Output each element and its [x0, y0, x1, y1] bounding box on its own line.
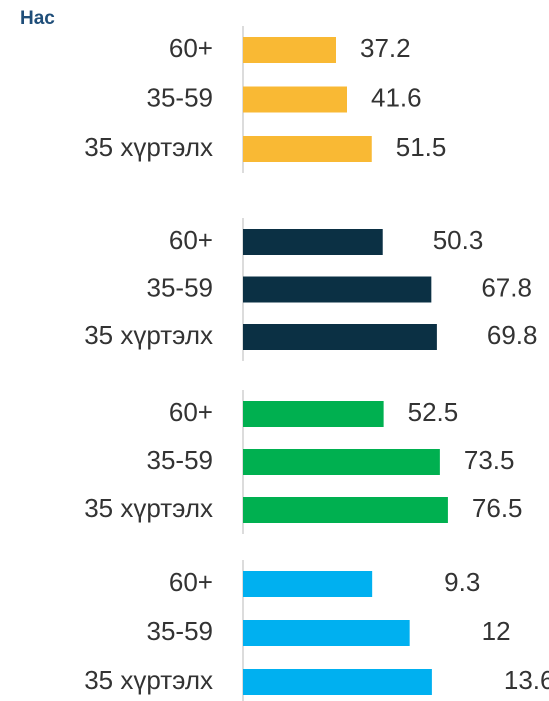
category-label: 35 хүртэлх — [84, 320, 213, 350]
bar — [243, 401, 384, 427]
value-label: 76.5 — [472, 493, 523, 523]
category-label: 35-59 — [147, 272, 214, 302]
category-label: 35 хүртэлх — [84, 665, 213, 695]
bar — [243, 276, 432, 303]
bar — [243, 37, 336, 63]
value-label: 13.6 — [504, 665, 549, 695]
category-label: 60+ — [169, 225, 213, 255]
category-label: 35-59 — [147, 616, 214, 646]
value-label: 50.3 — [433, 225, 484, 255]
bar — [243, 571, 373, 597]
value-label: 73.5 — [464, 445, 515, 475]
bar — [243, 136, 372, 162]
value-label: 52.5 — [408, 397, 459, 427]
chart-title: Нас — [20, 8, 55, 29]
value-label: 41.6 — [371, 82, 422, 112]
bar — [243, 669, 432, 695]
value-label: 12 — [482, 616, 511, 646]
value-label: 51.5 — [396, 132, 447, 162]
category-label: 35-59 — [147, 445, 214, 475]
value-label: 67.8 — [481, 272, 532, 302]
category-label: 35 хүртэлх — [84, 132, 213, 162]
bar — [243, 229, 383, 255]
category-label: 60+ — [169, 33, 213, 63]
bar — [243, 620, 410, 646]
category-label: 35 хүртэлх — [84, 493, 213, 523]
value-label: 9.3 — [444, 567, 480, 597]
bar — [243, 497, 448, 523]
bar — [243, 449, 440, 475]
value-label: 37.2 — [360, 33, 411, 63]
category-label: 60+ — [169, 567, 213, 597]
category-label: 60+ — [169, 397, 213, 427]
category-label: 35-59 — [147, 82, 214, 112]
value-label: 69.8 — [487, 320, 538, 350]
bar — [243, 324, 437, 350]
bar — [243, 86, 347, 113]
